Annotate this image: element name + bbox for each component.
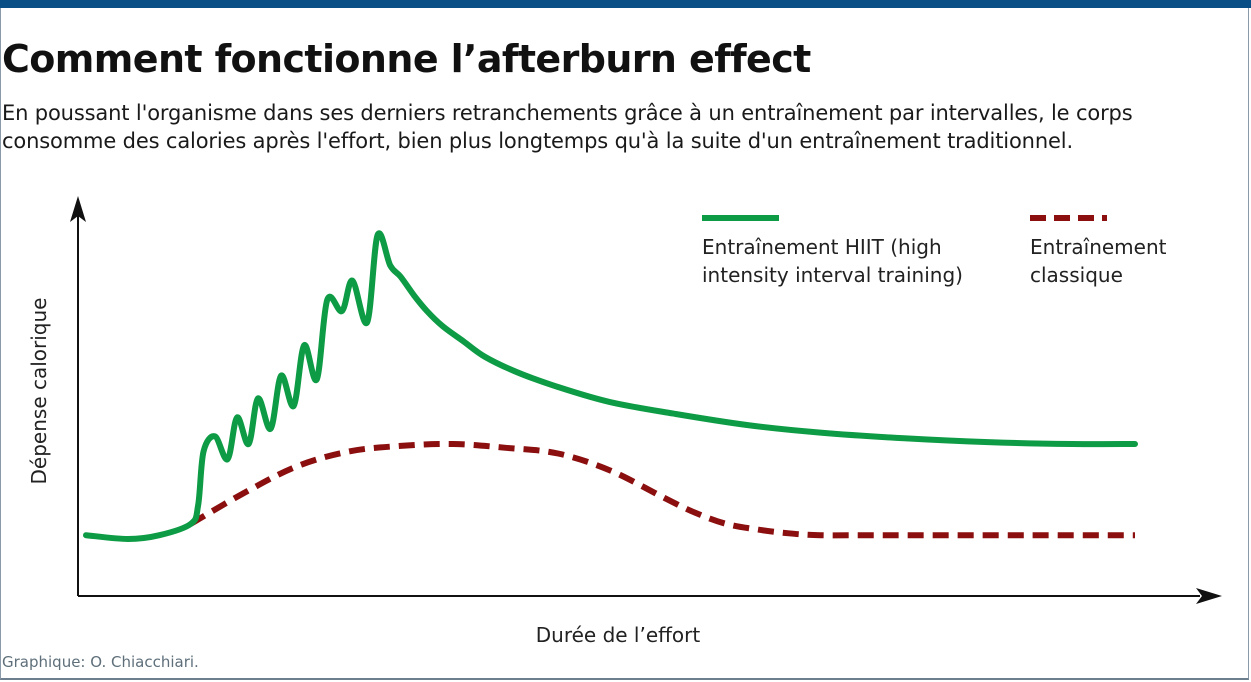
- legend-item-hiit: Entraînement HIIT (high intensity interva…: [702, 215, 963, 287]
- legend-label-hiit: Entraînement HIIT (high intensity interva…: [702, 235, 963, 287]
- series-line-classique: [189, 440, 1135, 539]
- legend-label-hiit-line: Entraînement HIIT (high: [702, 235, 942, 259]
- legend-label-classique-line: Entraînement: [1030, 235, 1167, 259]
- legend-label-classique: Entraînement classique: [1030, 235, 1167, 287]
- graphic-frame: [0, 8, 1249, 680]
- x-axis-label: Durée de l’effort: [536, 623, 701, 647]
- page-subtitle: En poussant l'organisme dans ses dernier…: [2, 101, 1133, 153]
- y-axis-label: Dépense calorique: [27, 298, 51, 485]
- legend: Entraînement HIIT (high intensity interva…: [702, 215, 1167, 287]
- series-line-hiit: [83, 230, 1138, 542]
- legend-label-classique-line: classique: [1030, 263, 1123, 287]
- legend-label-hiit-line: intensity interval training): [702, 263, 963, 287]
- plot-area: [83, 230, 1138, 542]
- y-axis-arrow: [70, 196, 86, 222]
- legend-item-classique: Entraînement classique: [1030, 215, 1167, 287]
- page-title: Comment fonctionne l’afterburn effect: [2, 37, 811, 81]
- x-axis-arrow: [1196, 588, 1222, 604]
- axes: [70, 196, 1222, 604]
- graphic-credit: Graphique: O. Chiacchiari.: [2, 653, 199, 671]
- top-accent-bar: [0, 0, 1251, 8]
